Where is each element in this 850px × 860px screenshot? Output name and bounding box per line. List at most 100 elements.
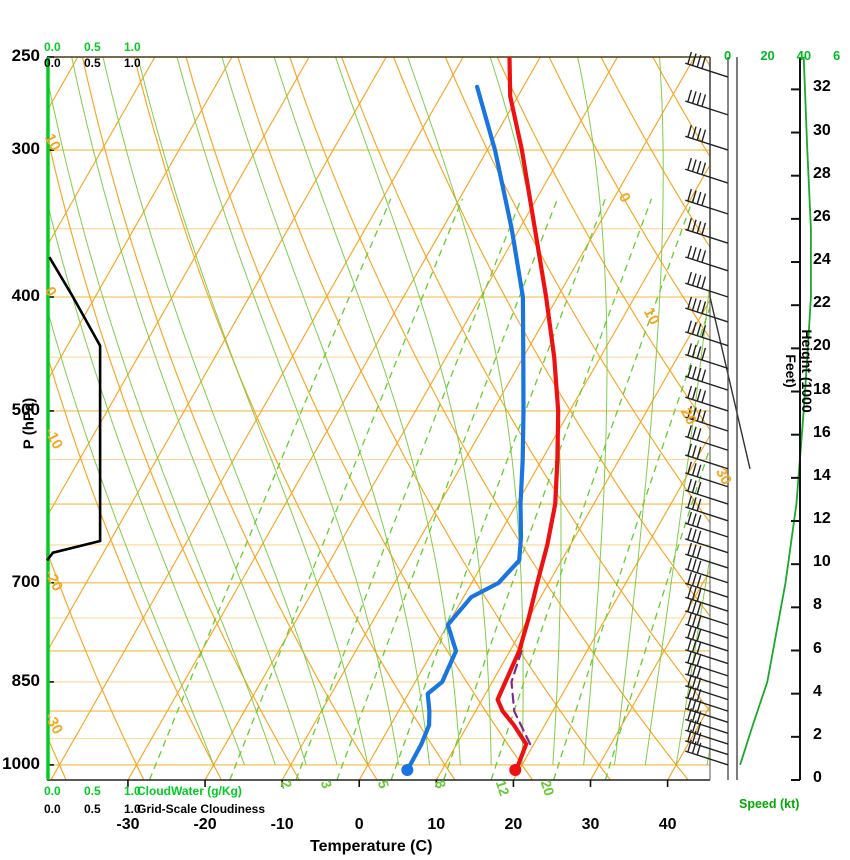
wind-barb <box>685 674 729 701</box>
wind-barb <box>685 585 729 612</box>
temperature-tick-0: 0 <box>354 816 364 833</box>
dewpoint-trace <box>408 84 526 767</box>
wind-barb <box>685 495 729 522</box>
moist-adiabat-lines <box>47 57 710 766</box>
pressure-tick-850: 850 <box>11 670 40 690</box>
temperature-tick-10: 10 <box>427 816 446 833</box>
height-tick-2: 2 <box>813 725 822 743</box>
wind-barb <box>685 662 729 689</box>
cloudwater-scale-bottom-1: 0.5 <box>84 784 101 798</box>
height-tick-18: 18 <box>813 380 831 398</box>
temperature-tick--10: -10 <box>270 816 294 833</box>
height-tick-28: 28 <box>813 164 831 182</box>
wind-barb <box>685 51 729 78</box>
height-tick-0: 0 <box>813 769 822 786</box>
cloudwater-scale-top-2: 1.0 <box>124 40 141 54</box>
wind-barb <box>685 188 729 215</box>
wind-barb <box>685 218 729 244</box>
pressure-tick-1000: 1000 <box>2 753 40 773</box>
wind-barb <box>685 245 729 272</box>
wind-barb <box>685 571 729 598</box>
height-tick-12: 12 <box>813 510 831 527</box>
cloudwater-scale-bottom-2: 1.0 <box>124 784 141 798</box>
wind-barb <box>685 729 729 756</box>
pressure-tick-250: 250 <box>11 46 40 65</box>
cloudwater-scale-top-0: 0.0 <box>44 40 61 54</box>
pressure-tick-700: 700 <box>11 571 40 591</box>
height-axis-label: Height (1000 Feet) <box>783 329 815 413</box>
wind-barb <box>685 443 729 470</box>
wind-barb <box>685 708 729 734</box>
wind-barb <box>685 599 729 626</box>
surface-markers <box>401 763 522 776</box>
height-tick-4: 4 <box>813 682 822 700</box>
temperature-tick--20: -20 <box>193 816 217 833</box>
wind-barb <box>685 271 729 298</box>
wind-barb <box>685 425 729 451</box>
wind-barb <box>685 364 729 391</box>
wind-barb <box>685 638 729 665</box>
wind-barb <box>685 124 729 151</box>
cloudiness-scale-bottom-0: 0.0 <box>44 802 61 816</box>
wind-barb-column <box>685 51 729 780</box>
wind-barb <box>685 739 729 766</box>
temperature-tick-40: 40 <box>658 816 677 833</box>
cloudiness-scale-top-0: 0.0 <box>44 56 61 70</box>
height-tick-26: 26 <box>813 207 831 225</box>
height-axis <box>791 57 801 781</box>
wind-barb <box>685 542 729 569</box>
cloudwater-scale-bottom-0: 0.0 <box>44 784 61 798</box>
pressure-tick-400: 400 <box>11 286 40 305</box>
height-tick-10: 10 <box>813 553 831 571</box>
pressure-tick-500: 500 <box>11 399 40 419</box>
wind-barb <box>685 405 729 432</box>
wind-barb <box>685 343 729 370</box>
wind-barb <box>685 625 729 652</box>
temperature-tick--30: -30 <box>116 816 140 833</box>
wind-barb <box>685 527 729 554</box>
isotherm-lines <box>47 57 710 780</box>
cloudiness-scale-top-1: 0.5 <box>84 56 101 70</box>
pressure-tick-300: 300 <box>11 139 40 159</box>
surface-temperature <box>509 763 522 776</box>
surface-dewpoint <box>401 763 414 776</box>
wind-barb <box>685 461 729 488</box>
temperature-tick-20: 20 <box>504 816 523 833</box>
wind-barb <box>685 612 729 639</box>
height-tick-30: 30 <box>813 121 831 139</box>
wind-barb <box>685 89 729 116</box>
wind-barb <box>685 385 729 412</box>
mixing-ratio-lines <box>148 198 710 780</box>
temperature-tick-30: 30 <box>581 816 600 833</box>
height-tick-22: 22 <box>813 294 831 312</box>
wind-barb <box>685 685 729 712</box>
height-tick-8: 8 <box>813 596 822 614</box>
wind-barb <box>685 157 729 184</box>
height-tick-20: 20 <box>813 337 831 355</box>
cloudiness-scale-top-2: 1.0 <box>124 56 141 70</box>
temperature-axis-label: Temperature (C) <box>310 838 433 855</box>
wind-barb <box>685 697 729 723</box>
cloudiness-scale-bottom-2: 1.0 <box>124 802 141 816</box>
wind-barb <box>685 296 729 323</box>
wind-barb <box>685 718 729 745</box>
wind-barb <box>685 557 729 584</box>
parcel-trace <box>510 649 532 746</box>
speed-axis-label: Speed (kt) <box>739 797 800 811</box>
cloudwater-legend: CloudWater (g/Kg) <box>137 784 242 798</box>
isobar-lines <box>47 57 710 766</box>
height-tick-14: 14 <box>813 466 831 484</box>
cloudiness-legend: Grid-Scale Cloudiness <box>137 802 266 816</box>
wind-barb <box>685 478 729 505</box>
speed-tick-6: 6 <box>833 48 841 63</box>
height-tick-32: 32 <box>813 78 831 96</box>
cloudwater-scale-top-1: 0.5 <box>84 40 101 54</box>
speed-tick-20: 20 <box>760 48 775 63</box>
cloudiness-trace <box>45 256 102 562</box>
wind-barb <box>685 320 729 347</box>
speed-tick-0: 0 <box>724 48 732 63</box>
height-tick-16: 16 <box>813 423 831 441</box>
height-tick-24: 24 <box>813 251 831 269</box>
